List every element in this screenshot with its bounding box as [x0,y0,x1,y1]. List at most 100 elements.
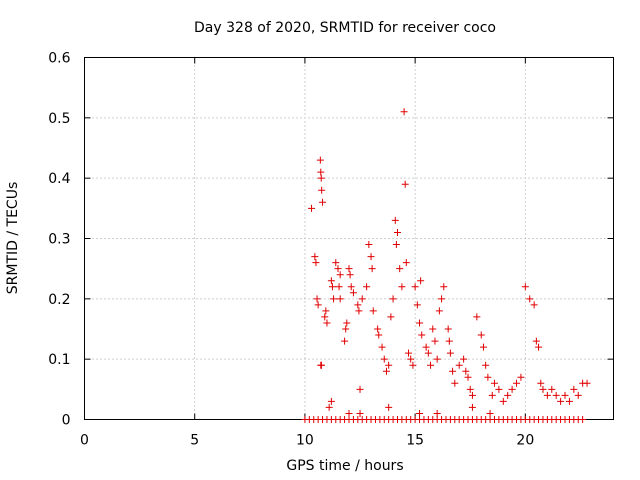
data-point [355,307,363,315]
data-point [313,295,321,303]
data-point [317,361,325,369]
data-point [334,265,342,273]
data-point [583,379,591,387]
data-point [446,349,454,357]
data-point [387,313,395,321]
data-point [346,271,354,279]
data-point [477,331,485,339]
data-point [521,283,529,291]
data-point [317,168,325,176]
chart-title: Day 328 of 2020, SRMTID for receiver coc… [194,20,496,36]
data-point [482,361,490,369]
data-point [411,283,419,291]
data-point [460,355,468,363]
data-point [322,307,330,315]
data-point [365,241,373,249]
data-point [418,331,426,339]
data-point [570,385,578,393]
y-tick-label: 0.3 [48,232,70,248]
data-point [445,337,453,345]
x-tick-label: 0 [80,433,89,449]
data-point [327,277,335,285]
data-point [392,241,400,249]
data-point [356,409,364,417]
y-tick-label: 0 [62,413,71,429]
data-point [409,361,417,369]
data-point [342,325,350,333]
data-point [368,265,376,273]
data-point [466,385,474,393]
data-point [488,391,496,399]
data-point [354,301,362,309]
data-point [537,379,545,387]
data-point [336,271,344,279]
x-tick-label: 5 [190,433,199,449]
data-point [433,355,441,363]
data-point [345,409,353,417]
data-point [468,391,476,399]
data-point [416,409,424,417]
data-point [317,174,325,182]
data-point [431,337,439,345]
data-point [416,319,424,327]
data-point [374,325,382,333]
data-point [499,397,507,405]
data-point [435,307,443,315]
data-point [526,295,534,303]
y-tick-label: 0.4 [48,171,70,187]
data-point [479,343,487,351]
data-point [548,385,556,393]
data-point [319,198,327,206]
data-point [316,156,324,164]
data-point [422,343,430,351]
data-point [349,289,357,297]
y-tick-label: 0.2 [48,292,70,308]
data-point [552,391,560,399]
data-point [539,385,547,393]
data-point [417,277,425,285]
data-point [413,301,421,309]
data-point [343,319,351,327]
data-point [336,295,344,303]
x-tick-label: 10 [296,433,314,449]
data-point [433,409,441,417]
data-point [484,373,492,381]
x-axis-label: GPS time / hours [286,458,403,474]
data-point [565,397,573,405]
data-point [400,108,408,116]
data-point [532,337,540,345]
data-point [402,259,410,267]
data-point [328,283,336,291]
data-point [579,416,587,423]
data-point [530,301,538,309]
x-tick-label: 20 [516,433,534,449]
data-point [401,180,409,188]
data-point [347,283,355,291]
data-point [311,253,319,261]
data-point [393,228,401,236]
data-point [327,397,335,405]
data-point [444,325,452,333]
data-points [301,108,591,423]
data-point [332,259,340,267]
data-point [449,367,457,375]
data-point [429,325,437,333]
data-point [424,349,432,357]
data-point [330,295,338,303]
axis-ticks: 0 0.1 0.2 0.3 0.4 0.5 0.6 0 5 10 15 20 [48,51,614,449]
data-point [341,337,349,345]
grid-lines [84,57,614,420]
data-point [389,295,397,303]
data-point [517,373,525,381]
data-point [490,379,498,387]
data-point [440,283,448,291]
data-point [427,361,435,369]
data-point [407,355,415,363]
data-point [396,265,404,273]
data-point [308,204,316,212]
data-point [473,313,481,321]
data-point [557,397,565,405]
data-point [398,283,406,291]
data-point [513,379,521,387]
